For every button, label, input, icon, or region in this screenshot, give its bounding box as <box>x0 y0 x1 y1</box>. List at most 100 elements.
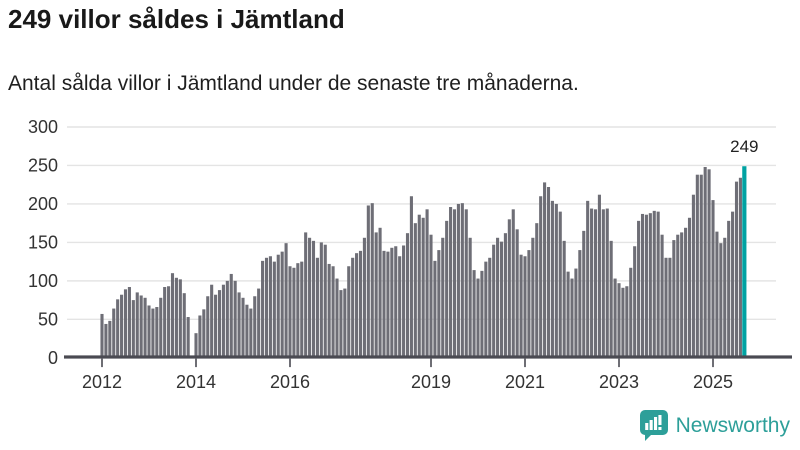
bar <box>112 308 116 358</box>
bar <box>143 297 147 358</box>
x-axis-label: 2025 <box>693 372 733 392</box>
bar <box>738 177 742 358</box>
bar <box>637 220 641 358</box>
bar <box>421 217 425 358</box>
bar <box>366 205 370 358</box>
bar <box>488 257 492 358</box>
bar <box>492 244 496 358</box>
bar <box>460 203 464 358</box>
y-axis-label: 300 <box>28 117 58 137</box>
bar <box>210 284 214 358</box>
bar <box>629 267 633 358</box>
bar <box>331 266 335 358</box>
bar <box>707 169 711 358</box>
bar <box>304 232 308 358</box>
bar <box>523 256 527 358</box>
bar <box>433 260 437 358</box>
bar <box>343 288 347 358</box>
bar <box>402 245 406 358</box>
bar <box>233 280 237 358</box>
bar <box>374 232 378 358</box>
bar <box>480 270 484 358</box>
page-title: 249 villor såldes i Jämtland <box>8 4 345 34</box>
bar <box>362 237 366 358</box>
bar <box>511 209 515 358</box>
bar <box>535 223 539 358</box>
bar <box>139 295 143 358</box>
last-value-label: 249 <box>730 137 758 156</box>
bar <box>723 237 727 358</box>
y-axis-label: 250 <box>28 156 58 176</box>
bar <box>386 251 390 358</box>
bar <box>237 292 241 358</box>
bar <box>734 181 739 358</box>
bar <box>476 278 480 358</box>
bar <box>355 253 359 358</box>
bar <box>370 203 374 358</box>
bar <box>464 209 468 358</box>
bar <box>264 257 269 358</box>
bar <box>558 211 562 358</box>
bar <box>597 194 601 358</box>
bar <box>609 240 613 358</box>
bar <box>574 268 578 358</box>
bar <box>351 257 355 358</box>
bar <box>496 237 500 358</box>
bar <box>719 243 723 358</box>
bar <box>660 234 664 358</box>
x-axis-label: 2016 <box>270 372 310 392</box>
bar <box>539 196 543 358</box>
bar <box>519 254 523 358</box>
bar <box>257 288 261 358</box>
bar <box>147 305 151 358</box>
bar <box>229 273 233 358</box>
newsworthy-bubble-chart-icon <box>639 410 668 441</box>
bar <box>531 237 535 358</box>
bar <box>503 233 507 358</box>
bar <box>656 211 660 358</box>
bar <box>499 241 504 358</box>
x-axis-label: 2012 <box>82 372 122 392</box>
bar <box>562 240 566 358</box>
bar <box>664 257 668 358</box>
bar <box>186 317 190 358</box>
bar <box>253 296 257 358</box>
bar <box>550 200 554 358</box>
bar <box>347 266 351 358</box>
bar <box>194 333 198 358</box>
bar <box>214 294 218 358</box>
bar <box>413 223 417 358</box>
bar <box>108 320 112 358</box>
bar <box>680 232 684 358</box>
bar <box>625 286 629 358</box>
y-axis-label: 0 <box>48 348 58 368</box>
bar <box>586 200 590 358</box>
bar <box>593 209 598 358</box>
newsworthy-wordmark: Newsworthy <box>675 413 790 437</box>
bar <box>358 250 363 358</box>
bar <box>315 257 319 358</box>
bar <box>590 208 594 358</box>
bar <box>566 271 570 358</box>
page-subtitle: Antal sålda villor i Jämtland under de s… <box>8 72 579 95</box>
bar <box>456 203 460 358</box>
bar <box>605 208 609 358</box>
bar <box>711 200 715 358</box>
bar <box>691 194 695 358</box>
bar <box>676 234 680 358</box>
bar <box>398 256 402 358</box>
bar <box>378 227 382 358</box>
bar <box>578 250 582 358</box>
bar <box>308 237 312 358</box>
y-axis-label: 100 <box>28 271 58 291</box>
bar <box>174 277 178 358</box>
bar <box>100 313 104 358</box>
bar <box>441 237 445 358</box>
bar <box>409 196 413 358</box>
bar <box>104 323 108 358</box>
bar <box>280 251 284 358</box>
bar <box>699 174 703 358</box>
bar <box>445 220 449 358</box>
